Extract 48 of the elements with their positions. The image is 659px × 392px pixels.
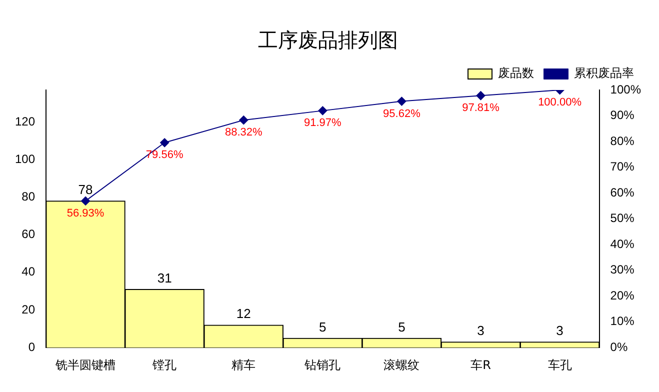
point [397, 96, 406, 106]
x-tick-label: 铣半圆键槽 [54, 358, 116, 372]
y2-tick-label: 10% [610, 314, 635, 328]
y-tick-label: 120 [14, 114, 36, 128]
y-tick-label: 80 [22, 189, 36, 204]
y2-tick-label: 40% [610, 236, 635, 251]
y2-tick-label: 0% [610, 340, 628, 354]
legend-label: 累积废品率 [574, 66, 634, 80]
x-tick-label: 车孔 [548, 358, 572, 372]
y-tick-label: 60 [22, 227, 36, 242]
data-label: 3 [556, 323, 564, 338]
x-tick-label: 钻销孔 [304, 358, 341, 372]
data-label: 88.32% [224, 126, 262, 139]
data-label: 3 [477, 323, 484, 338]
x-tick-label: 精车 [232, 358, 256, 372]
data-label: 5 [398, 319, 406, 334]
y-tick-label: 40 [22, 264, 36, 279]
y2-tick-label: 90% [610, 108, 635, 122]
chart-title: 工序废品排列图 [258, 28, 398, 52]
point [318, 106, 328, 116]
x-tick-label: 滚螺纹 [384, 358, 420, 372]
y2-tick-label: 80% [610, 134, 635, 148]
data-label: 95.62% [383, 108, 421, 120]
y-tick-label: 100 [14, 152, 36, 166]
data-label: 31 [157, 270, 172, 286]
legend-label: 废品数 [498, 66, 534, 80]
x-tick-label: 车R [470, 358, 491, 372]
y2-tick-label: 20% [610, 288, 635, 302]
data-label: 56.93% [66, 207, 104, 220]
y-tick-label: 0 [28, 340, 36, 354]
data-label: 78 [78, 182, 93, 198]
data-label: 79.56% [146, 149, 184, 162]
y-tick-label: 20 [22, 302, 36, 316]
point [239, 116, 248, 125]
data-label: 91.97% [304, 117, 342, 130]
y2-tick-label: 50% [610, 211, 635, 226]
y2-tick-label: 30% [610, 262, 635, 277]
y2-tick-label: 60% [610, 185, 635, 200]
point [160, 138, 170, 148]
data-label: 5 [319, 319, 326, 334]
y2-tick-label: 70% [610, 160, 635, 174]
x-tick-label: 镗孔 [152, 358, 177, 372]
data-label: 12 [236, 306, 251, 322]
point [476, 91, 486, 100]
point [81, 196, 90, 206]
data-label: 97.81% [462, 102, 500, 114]
y2-tick-label: 100% [610, 82, 642, 96]
data-label: 100.00% [538, 96, 582, 109]
